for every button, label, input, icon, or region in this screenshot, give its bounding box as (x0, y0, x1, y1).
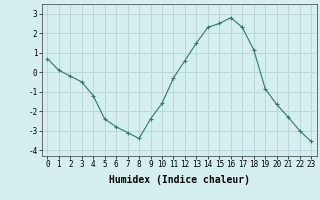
X-axis label: Humidex (Indice chaleur): Humidex (Indice chaleur) (109, 175, 250, 185)
